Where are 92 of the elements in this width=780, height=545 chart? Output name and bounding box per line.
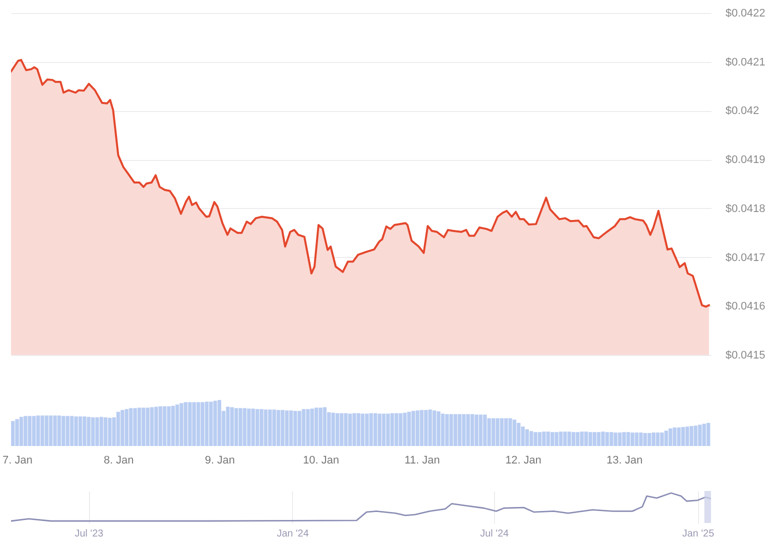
bar <box>382 414 386 446</box>
bar <box>647 432 652 446</box>
bar <box>146 408 150 446</box>
bar <box>420 410 424 446</box>
bar <box>40 415 44 446</box>
bar <box>563 432 567 446</box>
bar <box>344 413 348 446</box>
bar <box>676 427 681 446</box>
bar <box>478 414 483 446</box>
bar <box>86 416 91 446</box>
y-tick-label: $0.0418 <box>726 202 766 215</box>
bar <box>538 432 542 446</box>
bar <box>470 414 474 446</box>
bar <box>331 412 336 446</box>
bar <box>284 410 289 446</box>
bar <box>500 418 504 446</box>
bar <box>260 409 264 446</box>
x-tick-label: Jan '25 <box>682 528 715 540</box>
bar <box>445 414 449 446</box>
bar <box>171 406 175 446</box>
y-tick-label: $0.0421 <box>726 56 766 68</box>
y-tick-label: $0.0417 <box>726 252 766 264</box>
bar <box>685 426 690 446</box>
bar <box>474 414 478 446</box>
bar <box>706 422 710 446</box>
bar <box>504 418 508 446</box>
bar <box>264 410 268 446</box>
y-tick-label: $0.042 <box>726 105 760 118</box>
bar <box>200 402 204 446</box>
bar <box>57 415 62 446</box>
bar <box>449 414 454 446</box>
bar <box>314 408 318 446</box>
bar <box>588 432 592 446</box>
bar <box>196 402 200 446</box>
bar <box>82 416 86 446</box>
bar <box>596 432 601 446</box>
bar <box>605 432 610 446</box>
bar <box>508 418 512 446</box>
bar <box>534 432 538 446</box>
bar <box>302 409 306 446</box>
bar <box>142 408 146 446</box>
bar <box>664 430 668 446</box>
bar <box>255 409 260 446</box>
y-tick-label: $0.0416 <box>726 300 766 313</box>
bar <box>53 415 57 446</box>
bar <box>137 408 142 446</box>
bar <box>166 406 171 446</box>
bar <box>11 421 15 446</box>
bar <box>234 408 238 446</box>
bar <box>567 432 572 446</box>
x-tick-label: Jan '24 <box>276 528 310 540</box>
bar <box>592 432 596 446</box>
x-tick-label: 7. Jan <box>2 454 33 466</box>
bar <box>230 407 234 446</box>
bar <box>108 418 112 446</box>
bar <box>116 412 120 446</box>
bar <box>626 432 630 446</box>
bar <box>293 410 298 446</box>
x-tick-label: 8. Jan <box>104 454 134 466</box>
bar <box>634 432 639 446</box>
bar <box>529 431 534 446</box>
bar <box>272 410 276 446</box>
x-tick-label: 12. Jan <box>505 454 542 466</box>
y-tick-label: $0.0415 <box>726 350 766 362</box>
bar <box>204 402 209 446</box>
bar <box>440 414 445 446</box>
x-tick-label: 13. Jan <box>606 454 643 466</box>
bar <box>352 413 356 446</box>
bar <box>558 432 563 446</box>
bar <box>28 416 32 446</box>
y-tick-label: $0.0419 <box>726 154 766 166</box>
x-tick-label: 9. Jan <box>204 454 235 466</box>
bar <box>360 414 365 446</box>
y-tick-label: $0.0422 <box>726 8 766 20</box>
bar <box>416 410 420 446</box>
bar <box>411 410 416 446</box>
x-tick-label: 11. Jan <box>404 454 440 466</box>
bar <box>226 406 230 446</box>
bar <box>373 413 378 446</box>
bar <box>656 432 660 446</box>
bar <box>390 413 394 446</box>
bar <box>78 416 82 446</box>
bar <box>322 407 327 446</box>
bar <box>386 414 390 446</box>
bar <box>618 432 622 446</box>
bar <box>175 404 180 446</box>
x-tick-label: Jul '23 <box>74 528 104 540</box>
bar <box>48 415 53 446</box>
bar <box>694 426 698 446</box>
bar <box>19 416 24 446</box>
x-tick-label: 10. Jan <box>302 454 340 466</box>
x-tick-label: Jul '24 <box>480 528 510 540</box>
